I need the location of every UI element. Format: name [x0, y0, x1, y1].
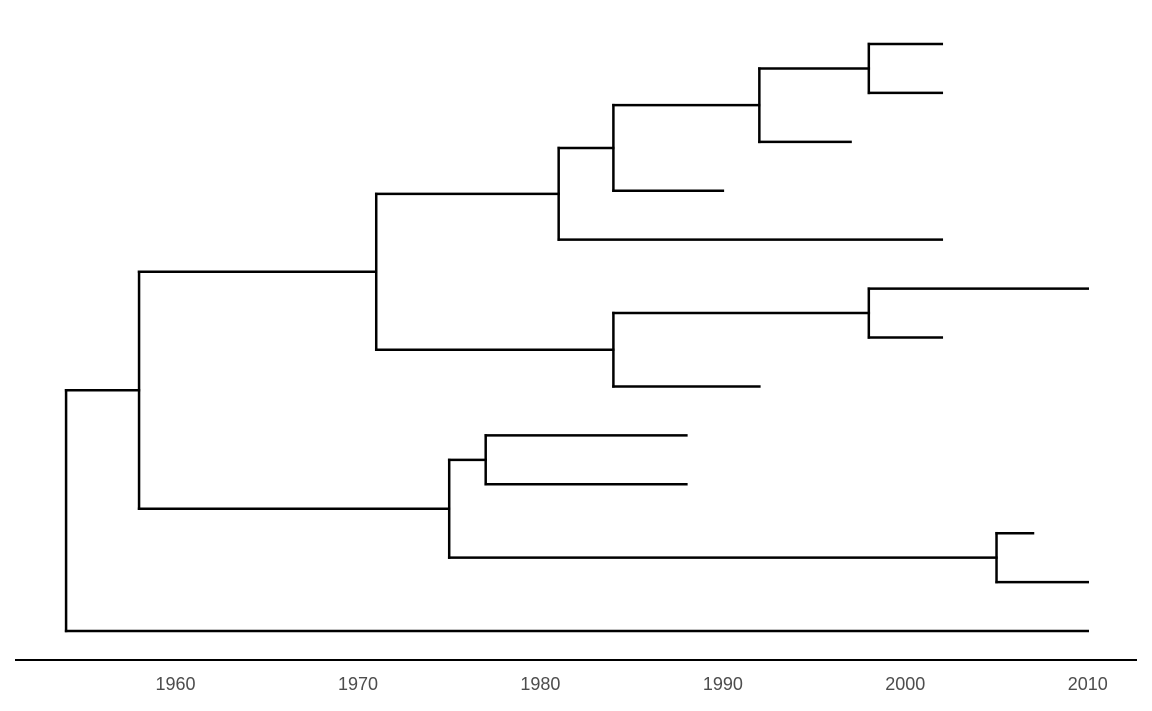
- x-tick-label: 2000: [885, 674, 925, 694]
- x-tick-label: 1960: [156, 674, 196, 694]
- x-tick-label: 1990: [703, 674, 743, 694]
- x-tick-label: 2010: [1068, 674, 1108, 694]
- x-tick-label: 1970: [338, 674, 378, 694]
- x-tick-label: 1980: [520, 674, 560, 694]
